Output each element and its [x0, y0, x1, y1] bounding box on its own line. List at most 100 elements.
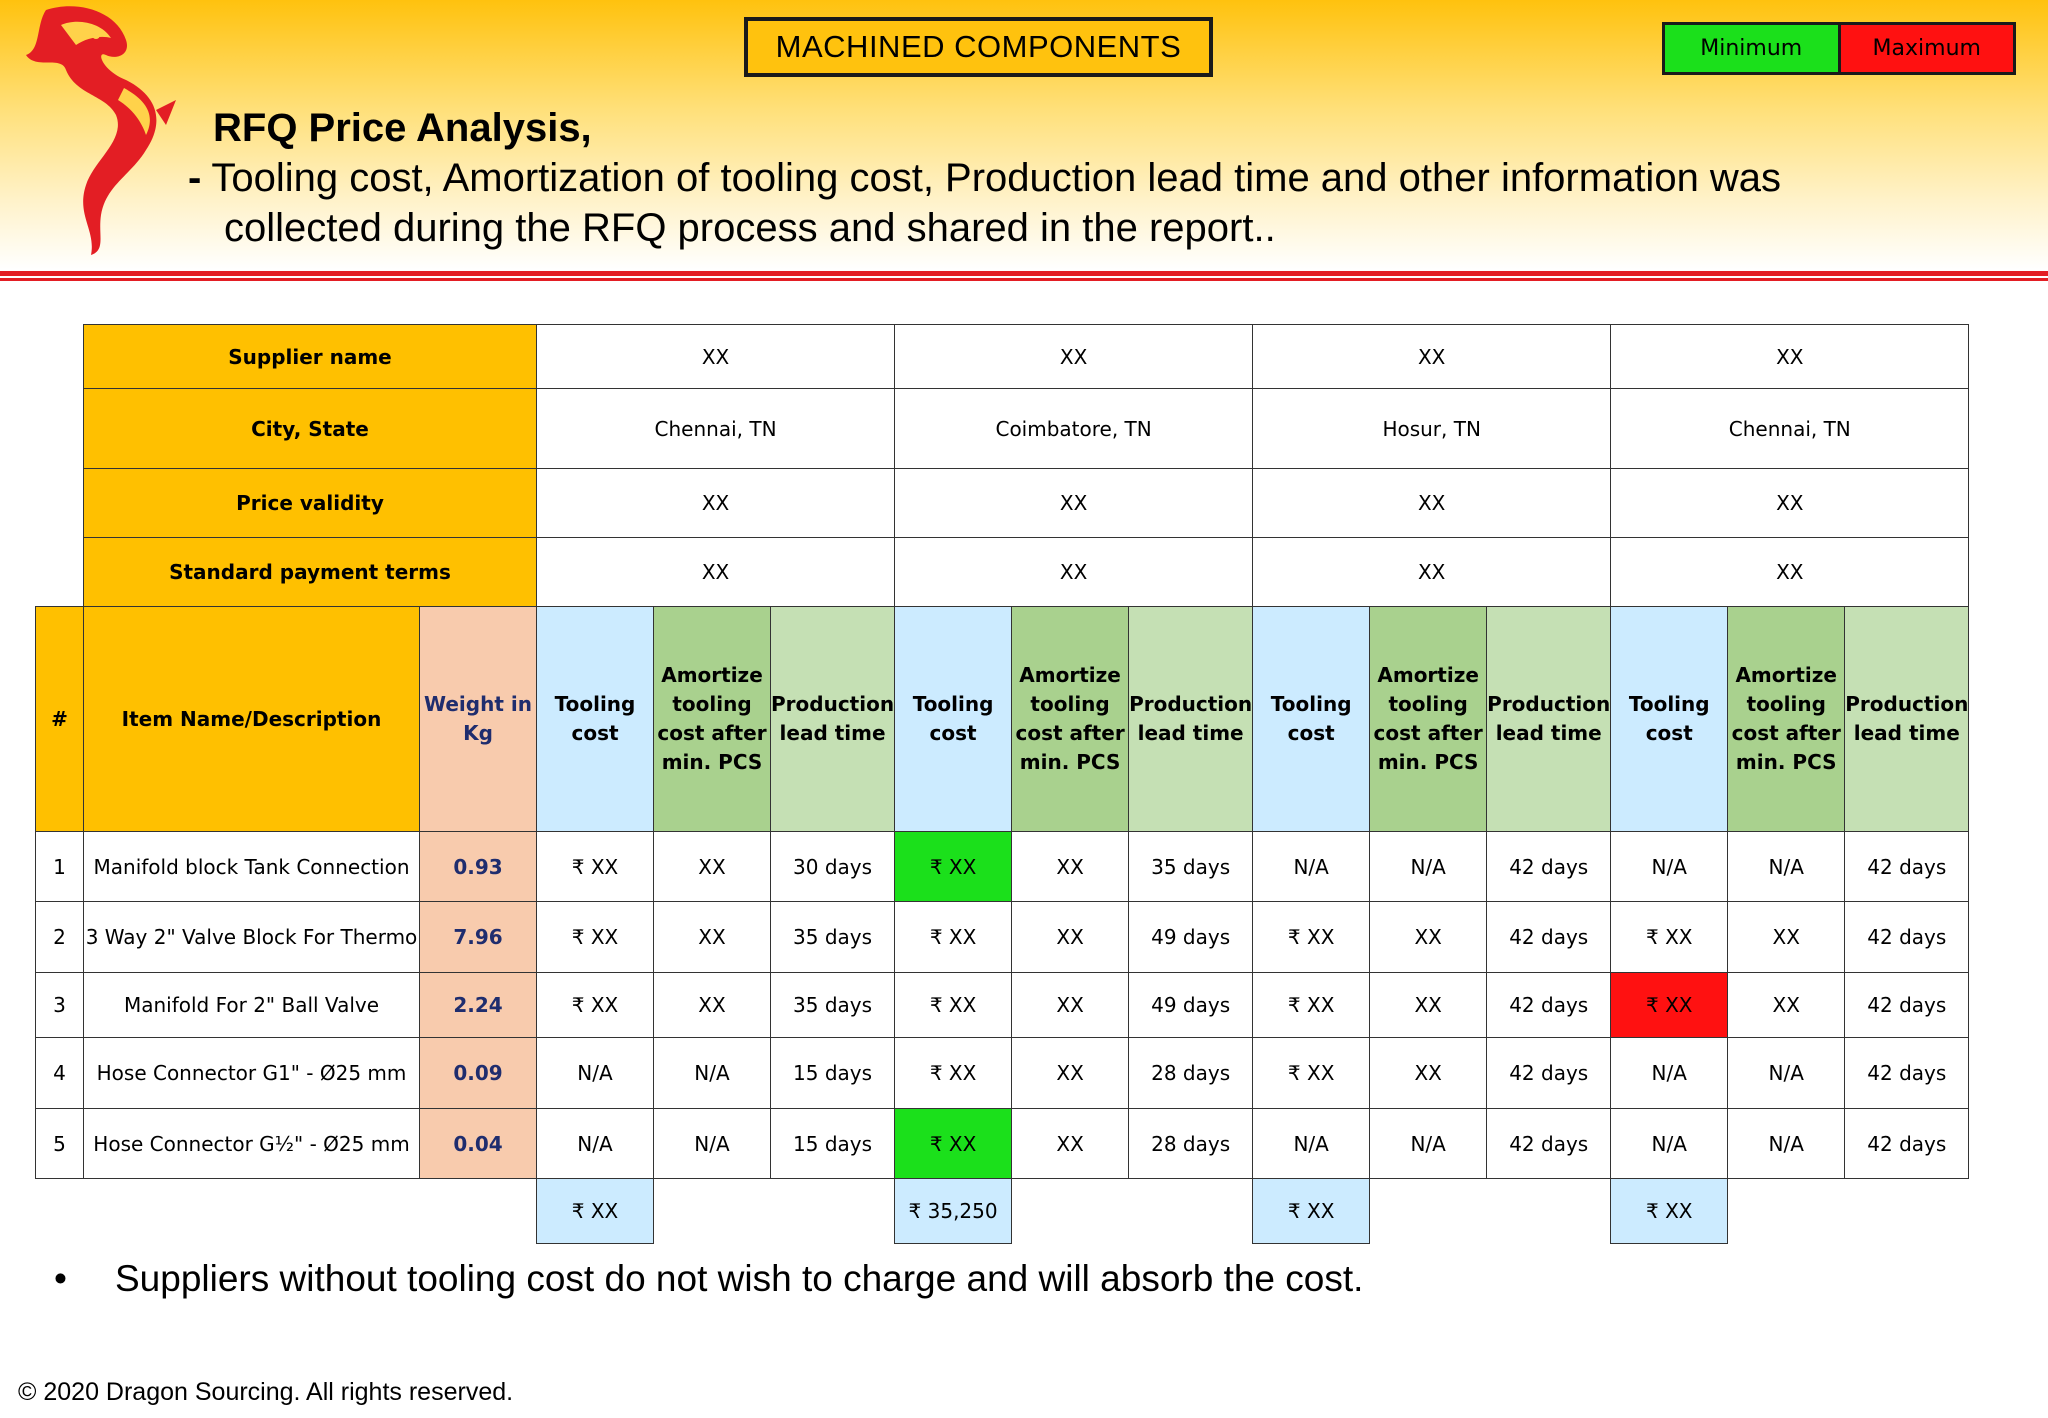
cell-lead: 35 days: [1128, 831, 1254, 902]
cell-lead: 28 days: [1128, 1037, 1254, 1109]
color-legend: Minimum Maximum: [1662, 22, 2016, 75]
cell-amortize: N/A: [1727, 1037, 1846, 1109]
cell-lead: 35 days: [769, 972, 896, 1038]
table-row: 5 Hose Connector G½" - Ø25 mm 0.04 N/A N…: [35, 1108, 1970, 1179]
supplier-2-name: XX: [894, 324, 1254, 389]
supplier-2-payment: XX: [894, 537, 1254, 607]
cell-tooling: ₹ XX: [536, 831, 654, 902]
s1-lead-header: Production lead time: [769, 606, 896, 832]
header-divider: [0, 271, 2048, 276]
cell-lead: 42 days: [1486, 1037, 1612, 1109]
s3-lead-header: Production lead time: [1486, 606, 1612, 832]
column-header-row: # Item Name/Description Weight in Kg Too…: [35, 606, 1970, 832]
row-num: 4: [35, 1037, 84, 1109]
cell-tooling-maximum: ₹ XX: [1610, 972, 1729, 1038]
cell-lead: 42 days: [1486, 831, 1612, 902]
cell-tooling: N/A: [1252, 831, 1371, 902]
s4-tooling-total: ₹ XX: [1610, 1178, 1729, 1244]
cell-lead: 42 days: [1486, 972, 1612, 1038]
supplier-4-payment: XX: [1610, 537, 1970, 607]
supplier-1-validity: XX: [535, 468, 896, 538]
supplier-1-payment: XX: [535, 537, 896, 607]
s4-lead-header: Production lead time: [1844, 606, 1970, 832]
cell-amortize: N/A: [1727, 831, 1846, 902]
table-row: 2 3 Way 2" Valve Block For Thermo 7.96 ₹…: [35, 901, 1970, 973]
s1-tooling-header: Tooling cost: [536, 606, 654, 832]
description-line-2: collected during the RFQ process and sha…: [224, 206, 1276, 250]
s4-tooling-header: Tooling cost: [1610, 606, 1729, 832]
cell-amortize: N/A: [1727, 1108, 1846, 1179]
s3-tooling-total: ₹ XX: [1252, 1178, 1371, 1244]
cell-amortize: XX: [1011, 1108, 1130, 1179]
row-item: Hose Connector G½" - Ø25 mm: [83, 1108, 420, 1179]
cell-lead: 42 days: [1844, 972, 1970, 1038]
cell-tooling: N/A: [1252, 1108, 1371, 1179]
cell-lead: 42 days: [1844, 1037, 1970, 1109]
table-row: 3 Manifold For 2" Ball Valve 2.24 ₹ XX X…: [35, 972, 1970, 1038]
cell-lead: 35 days: [769, 901, 896, 973]
supplier-3-payment: XX: [1252, 537, 1612, 607]
cell-amortize: XX: [1369, 1037, 1488, 1109]
row-num: 2: [35, 901, 84, 973]
cell-tooling: ₹ XX: [536, 972, 654, 1038]
cell-amortize: N/A: [1369, 1108, 1488, 1179]
row-item: Hose Connector G1" - Ø25 mm: [83, 1037, 420, 1109]
cell-tooling: ₹ XX: [894, 972, 1013, 1038]
supplier-1-city: Chennai, TN: [535, 388, 896, 469]
cell-tooling-minimum: ₹ XX: [894, 831, 1013, 902]
s3-amortize-header: Amortize tooling cost after min. PCS: [1369, 606, 1488, 832]
table-row: 4 Hose Connector G1" - Ø25 mm 0.09 N/A N…: [35, 1037, 1970, 1109]
cell-tooling: N/A: [1610, 1108, 1729, 1179]
row-weight: 0.04: [419, 1108, 537, 1179]
cell-tooling: ₹ XX: [536, 901, 654, 973]
supplier-4-validity: XX: [1610, 468, 1970, 538]
supplier-3-name: XX: [1252, 324, 1612, 389]
cell-lead: 28 days: [1128, 1108, 1254, 1179]
cell-tooling: N/A: [536, 1037, 654, 1109]
cell-tooling: ₹ XX: [1252, 972, 1371, 1038]
cell-amortize: XX: [1011, 972, 1130, 1038]
cell-lead: 15 days: [769, 1037, 896, 1109]
payment-terms-label: Standard payment terms: [83, 537, 537, 607]
dragon-logo-icon: [26, 6, 176, 255]
s1-tooling-total: ₹ XX: [536, 1178, 654, 1244]
cell-lead: 30 days: [769, 831, 896, 902]
cell-amortize: XX: [653, 972, 771, 1038]
supplier-2-validity: XX: [894, 468, 1254, 538]
copyright: © 2020 Dragon Sourcing. All rights reser…: [18, 1378, 514, 1406]
supplier-2-city: Coimbatore, TN: [894, 388, 1254, 469]
description-line-1: - Tooling cost, Amortization of tooling c…: [188, 156, 1782, 200]
cell-amortize: XX: [1011, 1037, 1130, 1109]
dash: -: [188, 156, 202, 200]
s2-tooling-total: ₹ 35,250: [894, 1178, 1013, 1244]
row-item: Manifold block Tank Connection: [83, 831, 420, 902]
cell-lead: 42 days: [1486, 1108, 1612, 1179]
row-weight: 7.96: [419, 901, 537, 973]
cell-amortize: N/A: [1369, 831, 1488, 902]
cell-lead: 42 days: [1844, 1108, 1970, 1179]
supplier-4-city: Chennai, TN: [1610, 388, 1970, 469]
cell-tooling: ₹ XX: [1252, 1037, 1371, 1109]
cell-amortize: XX: [1727, 901, 1846, 973]
cell-amortize: XX: [1727, 972, 1846, 1038]
cell-amortize: XX: [653, 831, 771, 902]
row-num: 5: [35, 1108, 84, 1179]
cell-lead: 42 days: [1844, 831, 1970, 902]
table-row: 1 Manifold block Tank Connection 0.93 ₹ …: [35, 831, 1970, 902]
supplier-name-label: Supplier name: [83, 324, 537, 389]
cell-lead: 15 days: [769, 1108, 896, 1179]
cell-lead: 49 days: [1128, 901, 1254, 973]
totals-row: ₹ XX ₹ 35,250 ₹ XX ₹ XX: [36, 1178, 1969, 1244]
cell-tooling-minimum: ₹ XX: [894, 1108, 1013, 1179]
cell-amortize: XX: [653, 901, 771, 973]
row-weight: 0.93: [419, 831, 537, 902]
bullet: •: [54, 1258, 67, 1299]
supplier-1-name: XX: [535, 324, 896, 389]
cell-amortize: XX: [1011, 831, 1130, 902]
col-num-header: #: [35, 606, 84, 832]
cell-amortize: XX: [1369, 972, 1488, 1038]
row-num: 1: [35, 831, 84, 902]
city-row: City, State Chennai, TN Coimbatore, TN H…: [36, 388, 1970, 469]
city-label: City, State: [83, 388, 537, 469]
supplier-name-row: Supplier name XX XX XX XX: [36, 324, 1970, 389]
